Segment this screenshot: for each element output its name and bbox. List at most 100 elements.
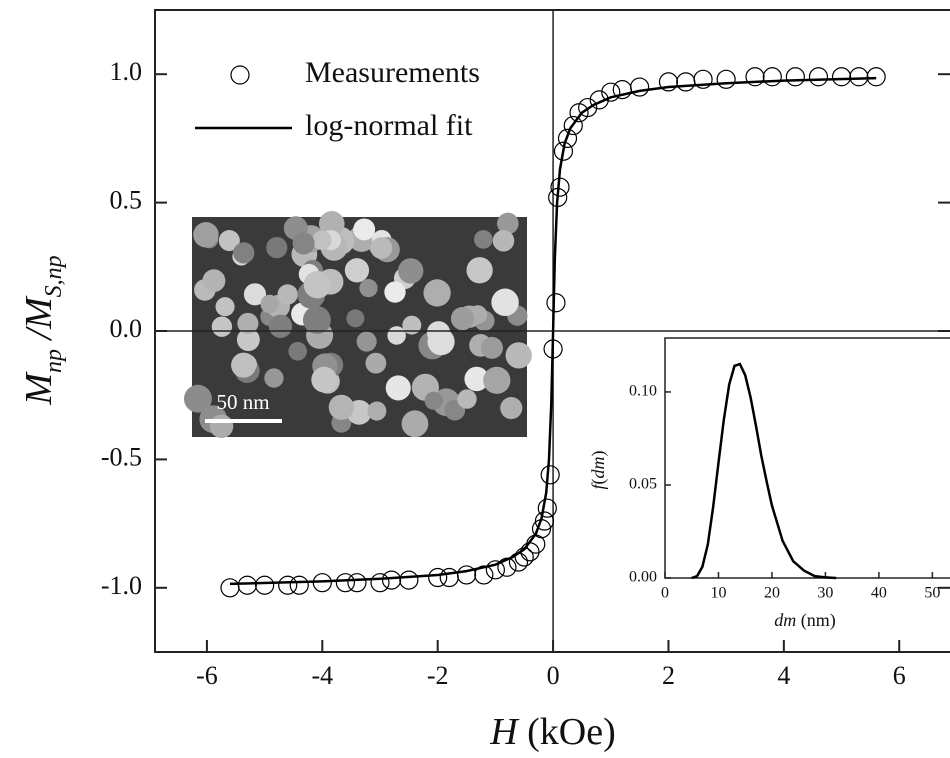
sem-particle <box>427 328 455 356</box>
data-point <box>508 552 529 572</box>
legend-label: log-normal fit <box>305 109 473 142</box>
data-point <box>866 67 886 87</box>
y-tick-label: 0.10 <box>629 383 657 400</box>
sem-particle <box>231 352 257 378</box>
sem-particle <box>344 258 370 283</box>
sem-particle <box>359 279 378 298</box>
x-tick-label: 40 <box>871 585 887 602</box>
data-point <box>849 67 869 87</box>
x-tick-label: 2 <box>662 661 675 690</box>
sem-particle <box>288 341 307 361</box>
sem-particle <box>423 279 451 307</box>
sem-particle <box>384 281 406 303</box>
data-point <box>546 293 566 313</box>
data-point <box>474 565 494 585</box>
plot-frame <box>664 337 950 579</box>
sem-particle <box>450 307 475 331</box>
sem-particle <box>356 331 377 352</box>
y-axis-label-part: np <box>41 349 67 373</box>
x-axis-label-part: dm <box>774 610 796 630</box>
sem-particle <box>292 232 315 255</box>
inset-background <box>665 338 950 578</box>
data-point <box>557 128 578 148</box>
y-tick-label: 0.00 <box>629 569 657 586</box>
y-tick-label: -0.5 <box>101 442 142 471</box>
data-point <box>745 67 765 87</box>
sem-particle <box>398 258 424 284</box>
x-tick-label: 4 <box>777 661 790 690</box>
x-tick-label: 20 <box>764 585 780 602</box>
sem-particle <box>464 366 489 392</box>
y-axis-label: Mnp /MS,np <box>18 255 67 405</box>
sem-particle <box>302 306 331 335</box>
sem-particle <box>237 312 259 334</box>
data-point <box>589 90 609 110</box>
sem-particle <box>497 212 519 235</box>
data-point <box>601 82 621 102</box>
data-point <box>497 557 517 577</box>
data-point <box>289 575 309 595</box>
x-tick-label: 6 <box>893 661 906 690</box>
y-axis-label-part: ( <box>588 478 609 484</box>
data-point <box>785 67 805 87</box>
y-axis-label-part: f <box>588 482 608 490</box>
data-point <box>540 465 560 485</box>
sem-particle <box>209 414 234 439</box>
sem-particle <box>385 375 411 401</box>
sem-particle <box>466 257 493 284</box>
legend-label: Measurements <box>305 56 480 89</box>
data-point <box>335 573 355 593</box>
sem-particle <box>328 394 354 420</box>
sem-particle <box>218 230 240 252</box>
sem-particle <box>402 315 422 335</box>
sem-particle <box>303 270 332 299</box>
x-tick-label: 50 <box>924 585 940 602</box>
sem-particle <box>193 222 219 248</box>
sem-particle <box>266 237 288 259</box>
sem-particle <box>481 336 503 359</box>
sem-particle <box>346 309 365 328</box>
x-tick-label: 10 <box>710 585 726 602</box>
x-axis-label-part: H <box>489 711 520 753</box>
sem-particle <box>367 401 387 421</box>
x-tick-label: 30 <box>817 585 833 602</box>
data-point <box>676 72 696 92</box>
y-axis-label-part: /M <box>18 295 60 349</box>
data-point <box>553 141 574 161</box>
sem-particle <box>401 410 429 438</box>
sem-particle <box>183 384 212 413</box>
sem-particle <box>492 230 515 252</box>
data-point <box>485 560 505 580</box>
x-axis-label-part: (kOe) <box>518 711 616 753</box>
y-axis-label-part: dm <box>588 456 608 478</box>
data-line <box>229 76 877 586</box>
sem-particle <box>202 269 226 293</box>
x-tick-label: 0 <box>547 661 560 690</box>
data-point <box>658 72 679 92</box>
x-axis-label: H (kOe) <box>489 711 616 753</box>
sem-particle <box>215 297 235 317</box>
x-tick-label: -4 <box>311 661 333 690</box>
sem-particle <box>424 391 443 410</box>
data-point <box>520 542 540 562</box>
x-axis-label-part: (nm) <box>796 610 836 631</box>
data-point <box>278 575 298 595</box>
sem-particle <box>268 314 293 338</box>
data-point <box>578 97 598 118</box>
data-point <box>716 69 736 89</box>
data-point <box>399 570 419 590</box>
sem-particle <box>311 366 338 393</box>
sem-particle <box>474 230 493 249</box>
y-tick-label: 1.0 <box>110 57 143 86</box>
sem-particle <box>491 288 519 317</box>
data-point <box>428 567 448 588</box>
sem-particle <box>236 328 260 352</box>
sem-particle <box>457 389 477 409</box>
sem-particle <box>260 294 279 314</box>
y-axis-label-part: S,np <box>41 255 67 297</box>
sem-particle <box>312 230 332 250</box>
sem-particle <box>483 366 511 394</box>
sem-particle <box>365 352 387 374</box>
x-axis-label: dm (nm) <box>774 610 836 631</box>
